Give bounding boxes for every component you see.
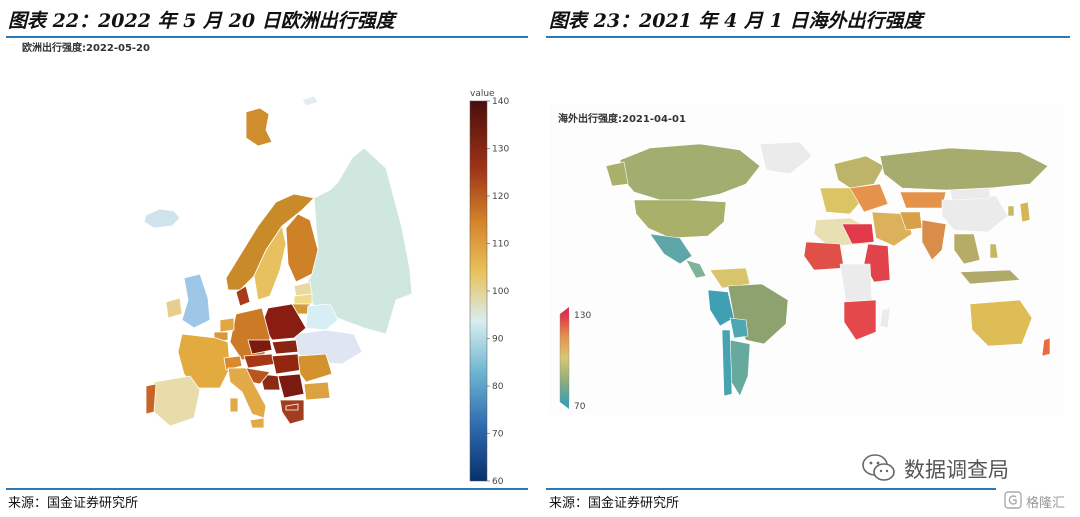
country-slovakia [271,339,299,355]
world-colorbar: 130 70 [559,307,591,412]
country-peru [707,289,735,327]
colorbar-min-arrow [560,402,569,409]
watermark-text: 数据调查局 [904,458,1009,482]
country-romania [297,353,333,383]
country-indonesia [959,269,1021,285]
country-southern-africa [843,299,877,341]
europe-map-panel: 欧洲出行强度:2022-05-20 [14,38,514,486]
country-china [941,195,1009,233]
country-bulgaria [303,381,331,401]
country-svalbard [245,107,273,147]
country-usa [633,199,727,239]
country-mongolia [949,187,991,201]
country-uk [181,273,211,329]
wechat-icon [862,454,895,481]
colorbar-tick-label: 120 [492,192,509,202]
colorbar-tick-label: 100 [492,287,509,297]
country-germany [229,307,271,361]
right-source: 来源：国金证券研究所 [549,496,680,511]
country-central-america [685,259,707,279]
europe-countries [143,95,413,429]
country-iceland [143,208,181,229]
world-map-title: 海外出行强度:2021-04-01 [558,114,686,125]
region-europe-north [833,155,885,189]
region-europe-west [819,187,865,215]
country-spain [153,375,201,427]
colorbar-tick-label: 80 [492,382,504,392]
country-india [921,219,947,261]
country-central-africa [839,263,873,303]
europe-map-title: 欧洲出行强度:2022-05-20 [22,43,150,54]
country-australia [969,299,1033,347]
colorbar-tick-label: 130 [492,145,509,155]
country-korea [1007,205,1015,217]
country-madagascar [879,307,891,329]
colorbar-tick-label: 90 [492,335,504,345]
country-belarus [305,303,339,331]
right-title-rule [546,36,1070,38]
country-new-zealand [1041,337,1051,357]
country-colombia-venezuela [709,267,751,289]
country-argentina [729,339,751,397]
country-greece [279,399,305,425]
world-map-panel: 海外出行强度:2021-04-01 [550,104,1064,415]
country-egypt-libya [841,223,875,245]
country-russia [879,147,1049,191]
country-hungary [271,353,303,375]
country-latvia [293,293,313,305]
country-sicily [249,417,265,429]
world-countries [605,141,1051,397]
colorbar-max-arrow [560,307,569,314]
country-canada [619,143,761,201]
country-japan [1019,201,1031,223]
colorbar-tick-label: 140 [492,97,509,107]
colorbar-tick-label: 70 [492,430,504,440]
left-source: 来源：国金证券研究所 [8,496,139,511]
country-netherlands [219,317,235,333]
region-europe-east [849,183,889,213]
europe-map: value 140 130 120 110 100 90 80 70 60 [143,89,509,486]
country-philippines [989,243,999,259]
colorbar-tick-label: 60 [492,477,504,486]
country-sweden [253,224,287,301]
left-bottom-rule [6,488,528,490]
colorbar-tick-max: 130 [574,311,591,321]
country-ireland [165,297,183,319]
world-map: 130 70 [559,141,1051,412]
country-france [177,333,231,389]
right-figure-title: 图表 23：2021 年 4 月 1 日海外出行强度 [549,10,923,32]
country-serbia [277,373,305,399]
country-switzerland [223,355,243,371]
colorbar-title: value [470,89,495,99]
europe-colorbar: value 140 130 120 110 100 90 80 70 60 [469,89,509,486]
country-chile [721,329,733,397]
country-greenland [759,141,813,175]
country-alaska [605,161,629,187]
country-mexico [649,233,693,265]
right-bottom-rule [546,488,996,490]
country-austria [243,353,277,369]
country-svalbard-2 [301,95,319,107]
country-crete [285,403,299,411]
colorbar-tick-label: 110 [492,240,509,250]
left-figure-title: 图表 22：2022 年 5 月 20 日欧洲出行强度 [8,10,395,32]
country-bolivia [729,317,749,339]
country-denmark [235,285,251,307]
country-southeast-asia [953,233,981,265]
colorbar-tick-min: 70 [574,402,586,412]
brand-text: 格隆汇 [1026,496,1066,511]
country-portugal [145,383,157,415]
left-title-rule [6,36,528,38]
country-kazakhstan [899,191,947,209]
country-czech [247,339,273,355]
colorbar-ticks: 140 130 120 110 100 90 80 70 60 [487,97,509,486]
country-sardinia [229,397,239,413]
country-west-africa [803,241,845,271]
glh-logo-icon [1004,491,1022,509]
